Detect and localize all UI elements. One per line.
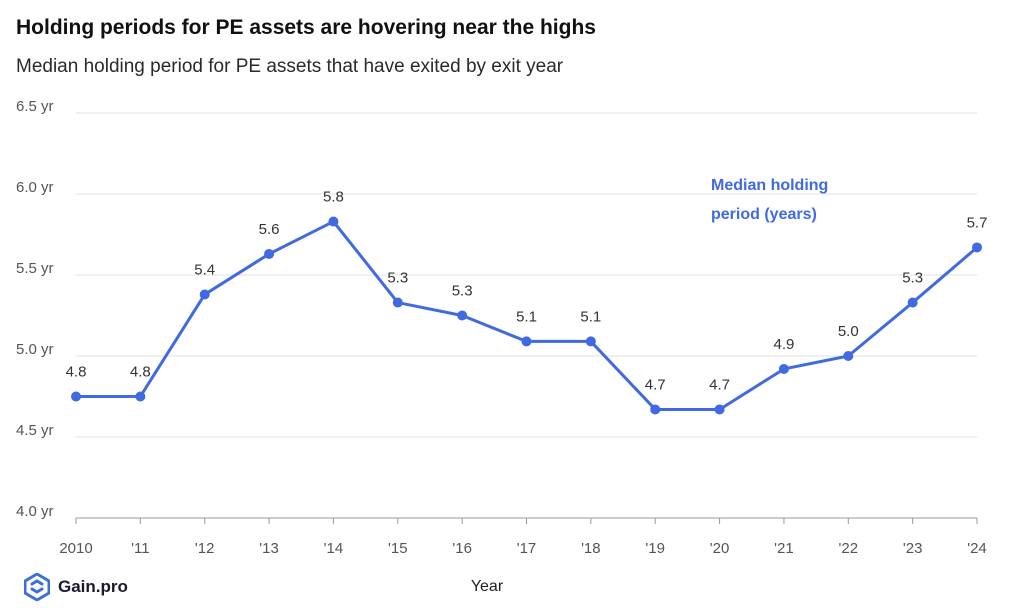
data-labels: 4.8 4.8 5.4 5.6 5.8 5.3 5.3 5.1 5.1 4.7 4.7 4.9 5.0 5… [66, 189, 988, 394]
data-point [650, 404, 661, 415]
data-label: 5.7 [967, 214, 988, 231]
data-point [392, 297, 403, 308]
chart-title: Holding periods for PE assets are hoveri… [16, 16, 596, 39]
series-points [71, 216, 982, 415]
data-label: 5.4 [194, 261, 215, 278]
data-point [135, 391, 146, 402]
x-tick-label: '18 [581, 540, 601, 557]
series-name-label: Median holding period (years) [711, 177, 828, 223]
data-label: 5.0 [838, 323, 859, 340]
x-tick-label: '11 [131, 540, 149, 557]
data-label: 4.8 [66, 364, 87, 381]
y-tick-label: 5.0 yr [16, 341, 54, 358]
data-label: 5.3 [452, 283, 473, 300]
data-point [71, 391, 81, 402]
data-point [264, 248, 275, 259]
x-tick-label: '16 [452, 540, 472, 557]
data-label: 4.7 [709, 376, 730, 393]
data-point [972, 242, 982, 253]
series-name-line: period (years) [711, 206, 817, 223]
x-tick-label: '15 [388, 540, 408, 557]
x-tick-label: '12 [195, 540, 215, 557]
x-tick-label: '20 [710, 540, 730, 557]
x-tick-label: '19 [645, 540, 665, 557]
data-label: 5.8 [323, 189, 344, 206]
x-axis-ticks: 2010 '11 '12 '13 '14 '15 '16 '17 '18 '19 '20 '21 '22… [59, 518, 987, 557]
x-tick-label: '21 [774, 540, 794, 557]
data-point [843, 351, 854, 361]
x-tick-label: '14 [324, 540, 344, 557]
data-label: 5.1 [516, 308, 537, 325]
data-point [907, 297, 918, 308]
data-label: 5.3 [902, 270, 923, 287]
y-tick-label: 6.5 yr [16, 98, 54, 115]
data-label: 5.3 [387, 270, 408, 287]
data-label: 5.6 [259, 221, 280, 238]
y-tick-label: 6.0 yr [16, 179, 54, 196]
data-label: 4.7 [645, 376, 666, 393]
y-tick-label: 5.5 yr [16, 260, 54, 277]
data-point [778, 363, 789, 374]
gain-pro-logo: Gain.pro [24, 573, 128, 601]
data-point [199, 289, 210, 300]
data-point [521, 336, 532, 347]
x-tick-label: 2010 [59, 540, 92, 557]
data-label: 5.1 [580, 308, 601, 325]
x-tick-label: '23 [903, 540, 923, 557]
logo-text: Gain.pro [58, 577, 128, 596]
data-point [714, 404, 725, 415]
x-tick-label: '22 [839, 540, 859, 557]
data-label: 4.9 [773, 336, 794, 353]
x-tick-label: '13 [259, 540, 279, 557]
chart-subtitle: Median holding period for PE assets that… [16, 56, 564, 77]
data-point [457, 310, 468, 321]
x-tick-label: '24 [967, 540, 987, 557]
data-label: 4.8 [130, 364, 151, 381]
y-tick-label: 4.0 yr [16, 503, 54, 520]
x-axis-title: Year [471, 578, 504, 595]
data-point [585, 336, 596, 347]
y-axis-ticks: 4.0 yr 4.5 yr 5.0 yr 5.5 yr 6.0 yr 6.5 yr [16, 98, 54, 520]
y-tick-label: 4.5 yr [16, 422, 54, 439]
gain-pro-logo-icon [24, 573, 50, 601]
series-name-line: Median holding [711, 177, 828, 194]
x-tick-label: '17 [517, 540, 537, 557]
data-point [328, 216, 339, 227]
